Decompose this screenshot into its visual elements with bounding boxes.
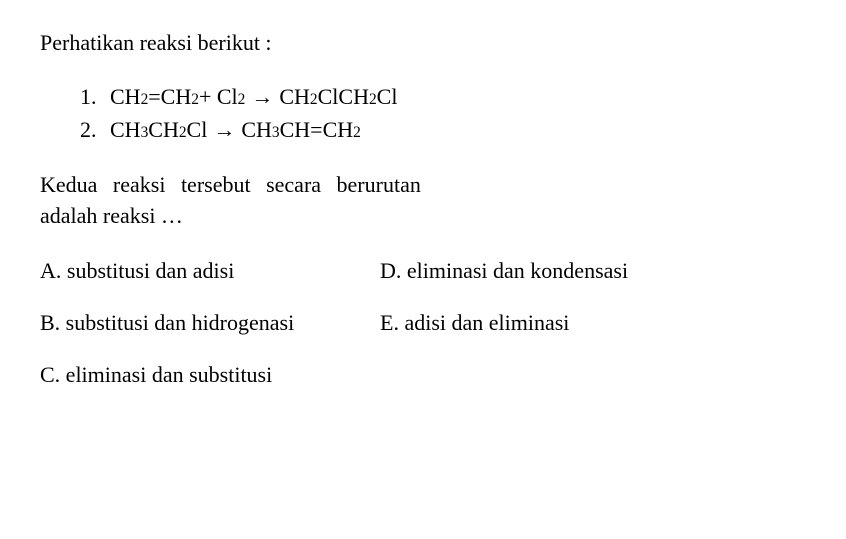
option-e: E. adisi dan eliminasi [380,310,806,336]
option-b: B. substitusi dan hidrogenasi [40,310,380,336]
question-text: Kedua reaksi tersebut secara berurutan a… [40,170,540,232]
formula-part: Cl [187,113,208,146]
reaction-item: 2. CH3CH2Cl → CH3CH=CH2 [80,113,806,146]
formula-part: CH=CH [280,113,354,146]
subscript: 2 [310,88,318,111]
subscript: 2 [369,88,377,111]
subscript: 2 [238,88,246,111]
subscript: 2 [141,88,149,111]
question-intro: Perhatikan reaksi berikut : [40,30,806,56]
formula-part: Cl [377,80,398,113]
formula-part: CH [110,80,141,113]
subscript: 2 [191,88,199,111]
option-a: A. substitusi dan adisi [40,258,380,284]
reaction-item: 1. CH2=CH2 + Cl2→ CH2ClCH2Cl [80,80,806,113]
formula-part: + Cl [199,80,238,113]
reaction-formula: CH2=CH2 + Cl2→ CH2ClCH2Cl [110,80,397,113]
option-d: D. eliminasi dan kondensasi [380,258,806,284]
reaction-list: 1. CH2=CH2 + Cl2→ CH2ClCH2Cl 2. CH3CH2Cl… [80,80,806,146]
question-line: Kedua reaksi tersebut secara berurutan [40,170,540,201]
formula-part: CH [241,113,272,146]
reaction-formula: CH3CH2Cl → CH3CH=CH2 [110,113,361,146]
options-grid: A. substitusi dan adisi D. eliminasi dan… [40,258,806,388]
formula-part: ClCH [318,80,369,113]
reaction-number: 1. [80,80,110,113]
subscript: 3 [272,121,280,144]
formula-part: CH [279,80,310,113]
formula-part: CH [110,113,141,146]
arrow-icon: → [213,113,235,146]
reaction-number: 2. [80,113,110,146]
option-c: C. eliminasi dan substitusi [40,362,380,388]
arrow-icon: → [251,80,273,113]
subscript: 3 [141,121,149,144]
formula-part: =CH [148,80,191,113]
formula-part: CH [148,113,179,146]
subscript: 2 [353,121,361,144]
subscript: 2 [179,121,187,144]
question-line: adalah reaksi … [40,201,540,232]
